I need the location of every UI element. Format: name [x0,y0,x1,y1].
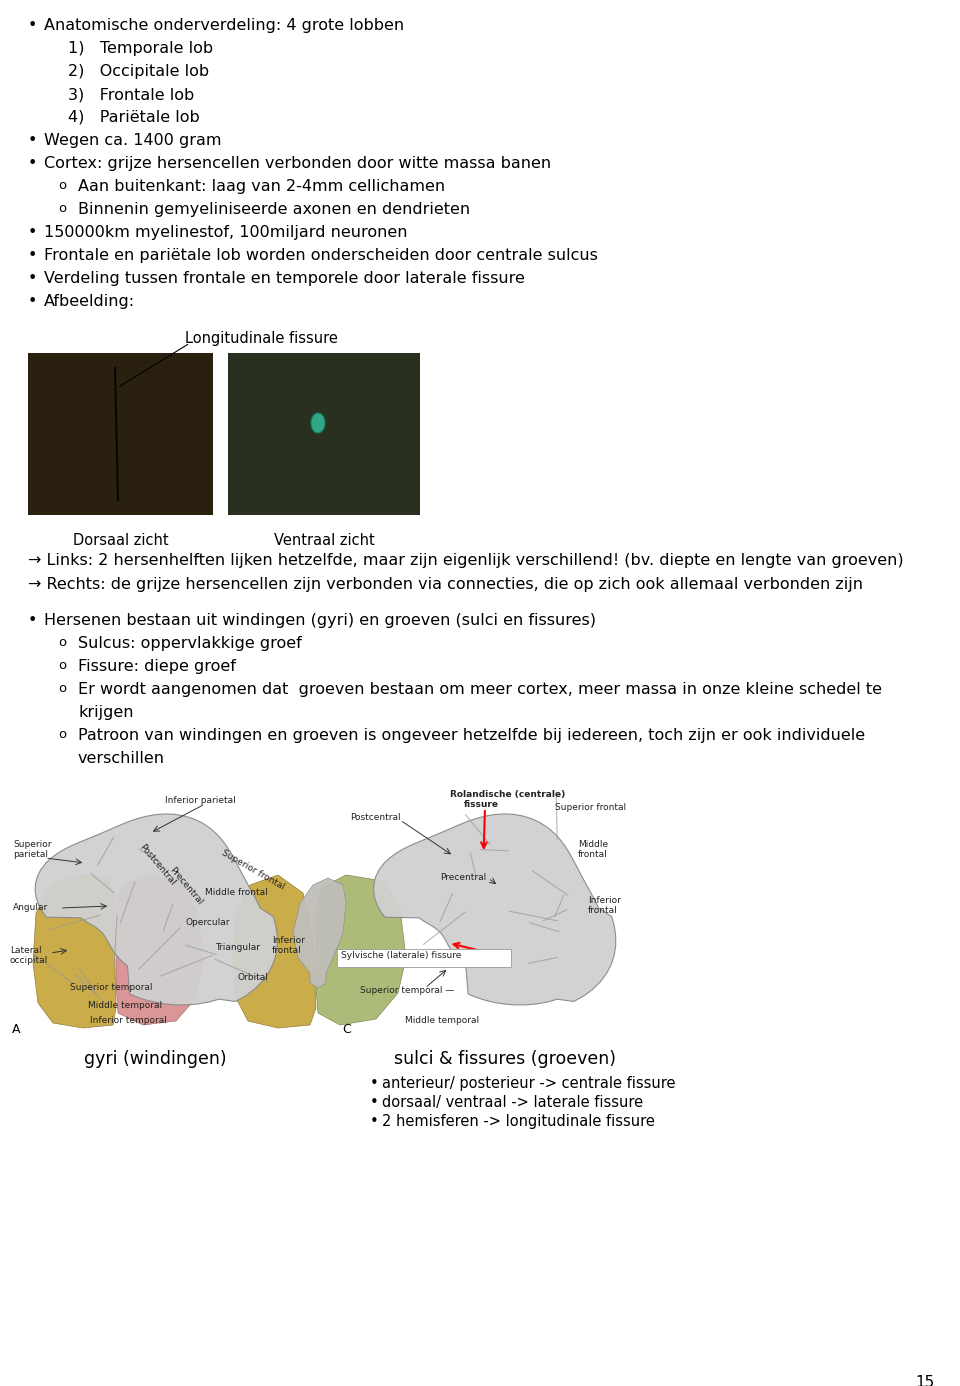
Text: Patroon van windingen en groeven is ongeveer hetzelfde bij iedereen, toch zijn e: Patroon van windingen en groeven is onge… [78,728,865,743]
Text: anterieur/ posterieur -> centrale fissure: anterieur/ posterieur -> centrale fissur… [382,1076,676,1091]
Text: Dorsaal zicht: Dorsaal zicht [73,534,168,547]
Text: Binnenin gemyeliniseerde axonen en dendrieten: Binnenin gemyeliniseerde axonen en dendr… [78,202,470,218]
Text: Superior frontal: Superior frontal [220,848,286,891]
Text: Verdeling tussen frontale en temporele door laterale fissure: Verdeling tussen frontale en temporele d… [44,272,525,286]
Text: Middle temporal: Middle temporal [88,1001,162,1010]
Text: Afbeelding:: Afbeelding: [44,294,135,309]
Text: •: • [28,613,37,628]
Text: Precentral: Precentral [168,866,204,908]
Text: 4)   Pariëtale lob: 4) Pariëtale lob [68,109,200,125]
Text: Superior temporal: Superior temporal [70,983,153,992]
Text: 2)   Occipitale lob: 2) Occipitale lob [68,64,209,79]
Polygon shape [116,875,203,1026]
Text: C: C [342,1023,350,1035]
Text: Lateral
occipital: Lateral occipital [10,947,48,966]
Text: •: • [28,157,37,170]
Text: gyri (windingen): gyri (windingen) [84,1051,227,1069]
Text: •: • [28,294,37,309]
Polygon shape [36,814,277,1005]
Text: Sylvische (laterale) fissure: Sylvische (laterale) fissure [341,951,462,960]
Text: → Links: 2 hersenhelften lijken hetzelfde, maar zijn eigenlijk verschillend! (bv: → Links: 2 hersenhelften lijken hetzelfd… [28,553,903,568]
Text: o: o [58,682,66,694]
Text: Er wordt aangenomen dat  groeven bestaan om meer cortex, meer massa in onze klei: Er wordt aangenomen dat groeven bestaan … [78,682,882,697]
Text: Superior
parietal: Superior parietal [13,840,52,859]
Polygon shape [316,875,406,1026]
Text: Triangular: Triangular [215,942,260,952]
Text: Cortex: grijze hersencellen verbonden door witte massa banen: Cortex: grijze hersencellen verbonden do… [44,157,551,170]
Text: Postcentral: Postcentral [350,814,400,822]
FancyBboxPatch shape [28,353,213,516]
Ellipse shape [311,413,325,432]
Text: Sulcus: oppervlakkige groef: Sulcus: oppervlakkige groef [78,636,301,651]
Text: Middle frontal: Middle frontal [205,888,268,897]
Polygon shape [373,814,615,1005]
Text: Wegen ca. 1400 gram: Wegen ca. 1400 gram [44,133,222,148]
Text: •: • [28,18,37,33]
Text: o: o [58,728,66,742]
Text: 1)   Temporale lob: 1) Temporale lob [68,42,213,55]
Text: A: A [12,1023,20,1035]
Text: Middle
frontal: Middle frontal [578,840,608,859]
Text: dorsaal/ ventraal -> laterale fissure: dorsaal/ ventraal -> laterale fissure [382,1095,643,1110]
FancyBboxPatch shape [228,353,420,516]
Text: Inferior
frontal: Inferior frontal [588,895,621,915]
Text: Angular: Angular [13,904,48,912]
FancyBboxPatch shape [337,949,511,967]
Text: 3)   Frontale lob: 3) Frontale lob [68,87,194,103]
Text: Superior temporal —: Superior temporal — [360,985,454,995]
Text: Anatomische onderverdeling: 4 grote lobben: Anatomische onderverdeling: 4 grote lobb… [44,18,404,33]
Text: krijgen: krijgen [78,705,133,719]
Text: Opercular: Opercular [185,918,229,927]
Text: Precentral: Precentral [440,873,487,881]
Text: sulci & fissures (groeven): sulci & fissures (groeven) [394,1051,616,1069]
Text: Inferior
frontal: Inferior frontal [272,936,305,955]
Text: Inferior temporal: Inferior temporal [90,1016,167,1026]
Text: •: • [28,248,37,263]
Polygon shape [233,875,316,1028]
Text: •: • [28,225,37,240]
Text: fissure: fissure [464,800,499,809]
Text: 150000km myelinestof, 100miljard neuronen: 150000km myelinestof, 100miljard neurone… [44,225,407,240]
Text: o: o [58,179,66,193]
Text: •: • [28,272,37,286]
Text: Fissure: diepe groef: Fissure: diepe groef [78,658,236,674]
Text: verschillen: verschillen [78,751,165,766]
Polygon shape [33,875,116,1028]
Text: •: • [28,133,37,148]
Text: 2 hemisferen -> longitudinale fissure: 2 hemisferen -> longitudinale fissure [382,1114,655,1130]
Text: •: • [370,1095,379,1110]
Text: 15: 15 [916,1375,935,1386]
Text: Orbital: Orbital [238,973,269,983]
Text: Middle temporal: Middle temporal [405,1016,479,1026]
Text: •: • [370,1076,379,1091]
Text: Postcentral: Postcentral [138,843,178,887]
Text: Ventraal zicht: Ventraal zicht [274,534,374,547]
Text: o: o [58,202,66,215]
Text: Rolandische (centrale): Rolandische (centrale) [450,790,565,798]
Text: o: o [58,658,66,672]
Text: Hersenen bestaan uit windingen (gyri) en groeven (sulci en fissures): Hersenen bestaan uit windingen (gyri) en… [44,613,596,628]
Text: •: • [370,1114,379,1130]
Text: Longitudinale fissure: Longitudinale fissure [185,331,338,346]
Text: → Rechts: de grijze hersencellen zijn verbonden via connecties, die op zich ook : → Rechts: de grijze hersencellen zijn ve… [28,577,863,592]
Text: Inferior parietal: Inferior parietal [165,796,236,805]
Text: Aan buitenkant: laag van 2-4mm cellichamen: Aan buitenkant: laag van 2-4mm cellicham… [78,179,445,194]
Text: o: o [58,636,66,649]
Text: Superior frontal: Superior frontal [555,802,626,812]
Text: Frontale en pariëtale lob worden onderscheiden door centrale sulcus: Frontale en pariëtale lob worden ondersc… [44,248,598,263]
Polygon shape [293,877,346,988]
